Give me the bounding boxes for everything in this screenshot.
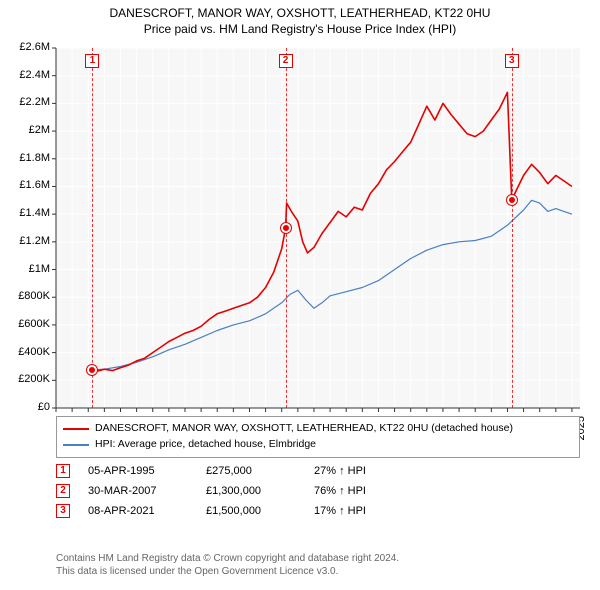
y-tick-label: £600K [2, 318, 50, 330]
sales-row: 2 30-MAR-2007 £1,300,000 76% ↑ HPI [56, 484, 404, 498]
legend: DANESCROFT, MANOR WAY, OXSHOTT, LEATHERH… [56, 416, 580, 458]
y-tick-label: £1.8M [2, 152, 50, 164]
marker-line [92, 48, 93, 408]
y-tick-label: £800K [2, 290, 50, 302]
legend-swatch-hpi [63, 444, 89, 446]
sales-marker: 2 [56, 484, 70, 498]
sales-date: 08-APR-2021 [88, 505, 188, 517]
marker-box: 3 [505, 54, 519, 68]
y-tick-label: £2.2M [2, 96, 50, 108]
y-tick-label: £1.6M [2, 179, 50, 191]
sales-hpi: 76% ↑ HPI [314, 485, 404, 497]
sales-marker: 3 [56, 504, 70, 518]
sales-hpi: 27% ↑ HPI [314, 465, 404, 477]
legend-swatch-property [63, 428, 89, 430]
sales-row: 3 08-APR-2021 £1,500,000 17% ↑ HPI [56, 504, 404, 518]
sales-hpi: 17% ↑ HPI [314, 505, 404, 517]
y-tick-label: £1.4M [2, 207, 50, 219]
y-tick-label: £1M [2, 263, 50, 275]
sales-marker: 1 [56, 464, 70, 478]
y-tick-label: £0 [2, 401, 50, 413]
footer-line2: This data is licensed under the Open Gov… [56, 565, 399, 578]
y-tick-label: £2.6M [2, 41, 50, 53]
y-tick-label: £1.2M [2, 235, 50, 247]
y-tick-label: £2.4M [2, 69, 50, 81]
y-tick-label: £200K [2, 373, 50, 385]
y-tick-label: £2M [2, 124, 50, 136]
y-tick-label: £400K [2, 346, 50, 358]
sales-price: £1,300,000 [206, 485, 296, 497]
marker-box: 2 [279, 54, 293, 68]
sales-price: £275,000 [206, 465, 296, 477]
marker-box: 1 [85, 54, 99, 68]
footer: Contains HM Land Registry data © Crown c… [56, 552, 399, 578]
sales-date: 30-MAR-2007 [88, 485, 188, 497]
sales-row: 1 05-APR-1995 £275,000 27% ↑ HPI [56, 464, 404, 478]
sales-date: 05-APR-1995 [88, 465, 188, 477]
marker-dot [281, 223, 291, 233]
sales-table: 1 05-APR-1995 £275,000 27% ↑ HPI 2 30-MAR-200… [56, 464, 404, 524]
footer-line1: Contains HM Land Registry data © Crown c… [56, 552, 399, 565]
legend-label-property: DANESCROFT, MANOR WAY, OXSHOTT, LEATHERH… [95, 421, 513, 437]
legend-label-hpi: HPI: Average price, detached house, Elmb… [95, 437, 316, 453]
sales-price: £1,500,000 [206, 505, 296, 517]
marker-line [512, 48, 513, 408]
